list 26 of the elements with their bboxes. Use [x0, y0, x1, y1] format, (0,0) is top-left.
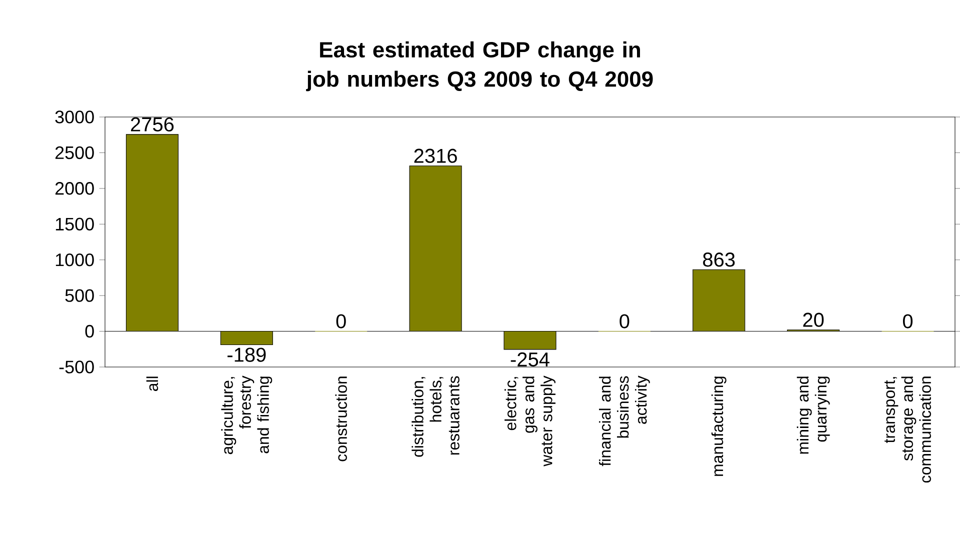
y-tick-label: -500 — [59, 360, 94, 374]
y-tick-label: 1000 — [56, 253, 94, 266]
x-tick-label: distribution, hotels, restuarants — [412, 376, 460, 457]
data-label: 0 — [902, 314, 913, 328]
y-tick-label: 2500 — [55, 146, 94, 160]
x-tick-label: electric, gas and water supply — [504, 376, 556, 466]
data-label: 0 — [336, 314, 346, 328]
x-tick-label: manufacturing — [711, 376, 726, 476]
y-tick-label: 0 — [85, 324, 94, 338]
data-label: 863 — [703, 252, 735, 267]
y-tick-label: 1500 — [56, 218, 94, 231]
y-tick-label: 2000 — [55, 182, 94, 195]
data-label: 0 — [620, 314, 630, 328]
y-tick-label: 3000 — [55, 110, 94, 124]
x-tick-label: mining and quarrying — [796, 376, 830, 454]
data-label: -254 — [510, 352, 550, 367]
x-tick-label: all — [146, 376, 158, 391]
chart-title: East estimated GDP change in job numbers Q3 2009 to Q4 2009 — [306, 41, 653, 92]
data-label: 2316 — [414, 148, 457, 163]
x-tick-label: construction — [335, 376, 347, 462]
x-tick-label: financial and business activity — [599, 376, 650, 466]
y-tick-label: 500 — [65, 289, 94, 302]
data-label: 20 — [803, 312, 824, 327]
x-tick-label: agriculture, forestry and fishing — [221, 376, 272, 454]
data-label: -189 — [228, 348, 266, 362]
data-label: 2756 — [130, 117, 174, 132]
